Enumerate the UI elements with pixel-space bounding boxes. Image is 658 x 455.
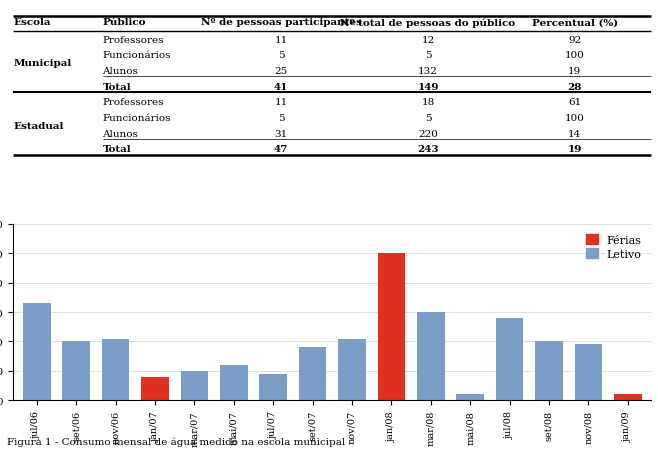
- Text: Total: Total: [103, 82, 131, 91]
- Bar: [259, 374, 287, 400]
- Text: 47: 47: [274, 145, 288, 154]
- Bar: [63, 342, 90, 400]
- Text: 5: 5: [278, 114, 284, 123]
- Text: 18: 18: [421, 98, 435, 107]
- Text: Alunos: Alunos: [103, 67, 138, 76]
- Text: Nº de pessoas participantes: Nº de pessoas participantes: [201, 18, 362, 27]
- Text: 19: 19: [569, 67, 582, 76]
- Text: 100: 100: [565, 114, 585, 123]
- Text: 28: 28: [568, 82, 582, 91]
- Text: Público: Público: [103, 18, 146, 27]
- Text: 19: 19: [568, 145, 582, 154]
- Text: Alunos: Alunos: [103, 130, 138, 138]
- Bar: [23, 303, 51, 400]
- Text: Escola: Escola: [13, 18, 51, 27]
- Text: Figura 1 - Consumo mensal de água medido na escola municipal: Figura 1 - Consumo mensal de água medido…: [7, 436, 345, 446]
- Bar: [378, 254, 405, 400]
- Bar: [180, 371, 208, 400]
- Text: 31: 31: [274, 130, 288, 138]
- Bar: [220, 365, 247, 400]
- Text: 5: 5: [278, 51, 284, 60]
- Text: 61: 61: [569, 98, 582, 107]
- Text: Funcionários: Funcionários: [103, 51, 171, 60]
- Bar: [574, 344, 602, 400]
- Text: 92: 92: [569, 35, 582, 45]
- Text: Percentual (%): Percentual (%): [532, 18, 618, 27]
- Text: 5: 5: [424, 114, 432, 123]
- Text: 25: 25: [274, 67, 288, 76]
- Text: Municipal: Municipal: [13, 59, 72, 68]
- Text: 220: 220: [418, 130, 438, 138]
- Text: 14: 14: [569, 130, 582, 138]
- Bar: [338, 339, 366, 400]
- Bar: [457, 394, 484, 400]
- Text: 12: 12: [421, 35, 435, 45]
- Text: 11: 11: [274, 35, 288, 45]
- Text: 149: 149: [417, 82, 439, 91]
- Text: Funcionários: Funcionários: [103, 114, 171, 123]
- Text: 11: 11: [274, 98, 288, 107]
- Text: Total: Total: [103, 145, 131, 154]
- Bar: [614, 394, 642, 400]
- Text: Nº total de pessoas do público: Nº total de pessoas do público: [340, 18, 516, 28]
- Text: 243: 243: [417, 145, 439, 154]
- Bar: [417, 313, 445, 400]
- Text: Estadual: Estadual: [13, 121, 64, 131]
- Bar: [535, 342, 563, 400]
- Text: Professores: Professores: [103, 35, 164, 45]
- Bar: [102, 339, 130, 400]
- Bar: [299, 348, 326, 400]
- Bar: [495, 318, 523, 400]
- Text: 5: 5: [424, 51, 432, 60]
- Text: 100: 100: [565, 51, 585, 60]
- Text: 132: 132: [418, 67, 438, 76]
- Text: Professores: Professores: [103, 98, 164, 107]
- Text: 41: 41: [274, 82, 288, 91]
- Legend: Férias, Letivo: Férias, Letivo: [582, 230, 646, 263]
- Bar: [141, 377, 169, 400]
